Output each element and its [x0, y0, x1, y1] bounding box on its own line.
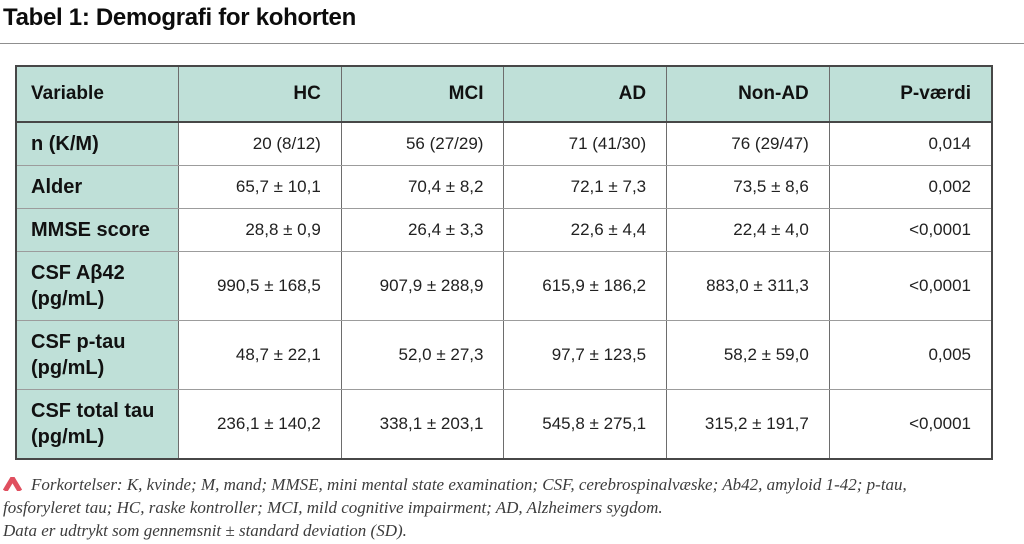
cell-value: 907,9 ± 288,9 [340, 250, 505, 321]
cell-value: 28,8 ± 0,9 [178, 207, 342, 252]
cell-value: 315,2 ± 191,7 [666, 388, 830, 460]
caret-up-icon [2, 473, 23, 497]
cell-value: <0,0001 [828, 388, 993, 460]
cell-value: 56 (27/29) [340, 121, 505, 166]
row-label: CSF p-tau (pg/mL) [15, 319, 180, 390]
demographics-table: Variable HC MCI AD Non-AD P-værdi n (K/M… [15, 64, 993, 460]
column-header-non-ad: Non-AD [666, 65, 830, 123]
column-header-variable: Variable [15, 65, 180, 123]
table-row: CSF Aβ42 (pg/mL) 990,5 ± 168,5 907,9 ± 2… [15, 250, 993, 321]
cell-value: 615,9 ± 186,2 [503, 250, 668, 321]
footnote: Forkortelser: K, kvinde; M, mand; MMSE, … [2, 473, 1024, 542]
cell-value: <0,0001 [828, 207, 993, 252]
cell-value: 26,4 ± 3,3 [340, 207, 505, 252]
footnote-text: Forkortelser: K, kvinde; M, mand; MMSE, … [31, 474, 907, 494]
row-label: n (K/M) [15, 121, 180, 166]
footnote-line-2: fosforyleret tau; HC, raske kontroller; … [3, 497, 663, 517]
footnote-line-3: Data er udtrykt som gennemsnit ± standar… [3, 520, 407, 540]
page-title: Tabel 1: Demografi for kohorten [3, 4, 356, 31]
cell-value: 0,002 [828, 164, 993, 209]
column-header-ad: AD [503, 65, 668, 123]
cell-value: 990,5 ± 168,5 [178, 250, 342, 321]
row-label: CSF total tau (pg/mL) [15, 388, 180, 460]
title-divider [0, 42, 1024, 44]
cell-value: 65,7 ± 10,1 [178, 164, 342, 209]
cell-value: 22,4 ± 4,0 [666, 207, 830, 252]
header-row: Variable HC MCI AD Non-AD P-værdi [15, 65, 993, 123]
footnote-line-1: Forkortelser: K, kvinde; M, mand; MMSE, … [2, 473, 1024, 497]
column-header-p-value: P-værdi [828, 65, 993, 123]
cell-value: 48,7 ± 22,1 [178, 319, 342, 390]
table-row: CSF total tau (pg/mL) 236,1 ± 140,2 338,… [15, 388, 993, 460]
table-row: Alder 65,7 ± 10,1 70,4 ± 8,2 72,1 ± 7,3 … [15, 164, 993, 209]
cell-value: 58,2 ± 59,0 [666, 319, 830, 390]
row-label: MMSE score [15, 207, 180, 252]
cell-value: 52,0 ± 27,3 [340, 319, 505, 390]
cell-value: 0,005 [828, 319, 993, 390]
cell-value: 71 (41/30) [503, 121, 668, 166]
cell-value: 338,1 ± 203,1 [340, 388, 505, 460]
cell-value: 73,5 ± 8,6 [666, 164, 830, 209]
cell-value: 97,7 ± 123,5 [503, 319, 668, 390]
column-header-mci: MCI [340, 65, 505, 123]
cell-value: 236,1 ± 140,2 [178, 388, 342, 460]
table-row: n (K/M) 20 (8/12) 56 (27/29) 71 (41/30) … [15, 121, 993, 166]
cell-value: 20 (8/12) [178, 121, 342, 166]
cell-value: 883,0 ± 311,3 [666, 250, 830, 321]
table-row: CSF p-tau (pg/mL) 48,7 ± 22,1 52,0 ± 27,… [15, 319, 993, 390]
column-header-hc: HC [178, 65, 342, 123]
cell-value: 545,8 ± 275,1 [503, 388, 668, 460]
row-label: CSF Aβ42 (pg/mL) [15, 250, 180, 321]
cell-value: 0,014 [828, 121, 993, 166]
cell-value: 72,1 ± 7,3 [503, 164, 668, 209]
row-label: Alder [15, 164, 180, 209]
cell-value: 70,4 ± 8,2 [340, 164, 505, 209]
cell-value: 76 (29/47) [666, 121, 830, 166]
cell-value: <0,0001 [828, 250, 993, 321]
table-row: MMSE score 28,8 ± 0,9 26,4 ± 3,3 22,6 ± … [15, 207, 993, 252]
cell-value: 22,6 ± 4,4 [503, 207, 668, 252]
